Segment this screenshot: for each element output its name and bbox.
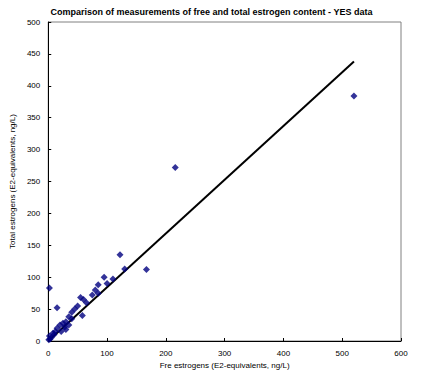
svg-text:300: 300 <box>27 145 41 154</box>
svg-text:600: 600 <box>394 349 408 358</box>
svg-text:400: 400 <box>277 349 291 358</box>
svg-text:350: 350 <box>27 113 41 122</box>
svg-text:250: 250 <box>27 177 41 186</box>
svg-text:400: 400 <box>27 81 41 90</box>
svg-text:500: 500 <box>336 349 350 358</box>
svg-text:50: 50 <box>31 305 40 314</box>
svg-text:200: 200 <box>27 209 41 218</box>
svg-text:450: 450 <box>27 49 41 58</box>
svg-text:Comparison of measurements of: Comparison of measurements of free and t… <box>51 7 374 17</box>
svg-text:100: 100 <box>100 349 114 358</box>
svg-text:0: 0 <box>46 349 51 358</box>
svg-text:Total estrogens (E2-equivalent: Total estrogens (E2-equivalents, ng/L) <box>8 114 17 249</box>
svg-text:Fre estrogens (E2-equivalents,: Fre estrogens (E2-equivalents, ng/L) <box>160 361 290 370</box>
svg-text:150: 150 <box>27 241 41 250</box>
svg-text:0: 0 <box>36 337 41 346</box>
svg-text:200: 200 <box>159 349 173 358</box>
svg-text:100: 100 <box>27 273 41 282</box>
svg-text:300: 300 <box>218 349 232 358</box>
svg-text:500: 500 <box>27 18 41 27</box>
